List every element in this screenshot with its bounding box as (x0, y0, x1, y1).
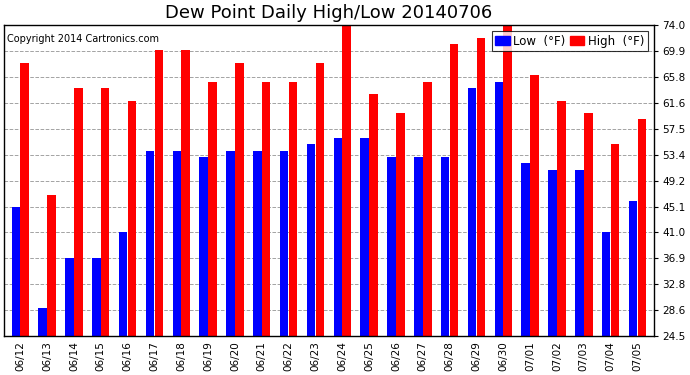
Bar (441, 157, 449, 336)
Bar (387, 157, 396, 336)
Bar (396, 113, 404, 336)
Text: Copyright 2014 Cartronics.com: Copyright 2014 Cartronics.com (8, 34, 159, 45)
Bar (280, 151, 288, 336)
Bar (92, 258, 101, 336)
Bar (208, 82, 217, 336)
Bar (369, 94, 378, 336)
Bar (128, 100, 137, 336)
Title: Dew Point Daily High/Low 20140706: Dew Point Daily High/Low 20140706 (165, 4, 493, 22)
Bar (47, 195, 56, 336)
Bar (181, 50, 190, 336)
Bar (414, 157, 423, 336)
Bar (253, 151, 262, 336)
Bar (307, 144, 315, 336)
Bar (530, 75, 539, 336)
Bar (199, 157, 208, 336)
Bar (39, 308, 47, 336)
Bar (235, 63, 244, 336)
Bar (288, 82, 297, 336)
Bar (226, 151, 235, 336)
Bar (21, 63, 29, 336)
Legend: Low  (°F), High  (°F): Low (°F), High (°F) (492, 31, 648, 51)
Bar (584, 113, 593, 336)
Bar (575, 170, 584, 336)
Bar (146, 151, 155, 336)
Bar (262, 82, 270, 336)
Bar (504, 25, 512, 336)
Bar (101, 88, 110, 336)
Bar (360, 138, 369, 336)
Bar (602, 232, 611, 336)
Bar (468, 88, 476, 336)
Bar (423, 82, 431, 336)
Bar (66, 258, 74, 336)
Bar (333, 138, 342, 336)
Bar (119, 232, 128, 336)
Bar (450, 44, 458, 336)
Bar (495, 82, 503, 336)
Bar (155, 50, 163, 336)
Bar (611, 144, 620, 336)
Bar (629, 201, 638, 336)
Bar (74, 88, 83, 336)
Bar (315, 63, 324, 336)
Bar (557, 100, 566, 336)
Bar (12, 207, 20, 336)
Bar (172, 151, 181, 336)
Bar (638, 119, 646, 336)
Bar (549, 170, 557, 336)
Bar (522, 164, 530, 336)
Bar (477, 38, 485, 336)
Bar (342, 25, 351, 336)
